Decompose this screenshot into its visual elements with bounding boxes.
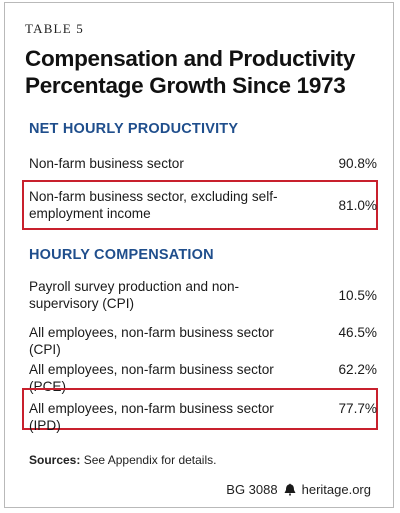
liberty-bell-icon (284, 483, 296, 496)
row-label: Non-farm business sector (29, 156, 184, 171)
row-value: 81.0% (338, 198, 377, 213)
sources-note: Sources: See Appendix for details. (29, 453, 216, 467)
section-heading-compensation: HOURLY COMPENSATION (29, 247, 214, 263)
row-value: 77.7% (338, 401, 377, 416)
sources-label: Sources: (29, 453, 81, 467)
row-value: 62.2% (338, 362, 377, 377)
row-value: 90.8% (338, 156, 377, 171)
row-label: Non-farm business sector, excluding self… (29, 189, 278, 221)
highlight-box (22, 388, 378, 430)
section-heading-productivity: NET HOURLY PRODUCTIVITY (29, 121, 239, 137)
table-title-line2: Percentage Growth Since 1973 (25, 73, 346, 98)
row-label: Payroll survey production and non-superv… (29, 279, 240, 311)
footer: BG 3088 heritage.org (226, 482, 371, 497)
highlight-box (22, 180, 378, 230)
table-title: Compensation and Productivity Percentage… (25, 45, 385, 99)
row-value: 46.5% (338, 325, 377, 340)
row-value: 10.5% (338, 288, 377, 303)
footer-code: BG 3088 (226, 482, 278, 497)
footer-site: heritage.org (301, 482, 371, 497)
table-card: TABLE 5 Compensation and Productivity Pe… (4, 2, 394, 508)
sources-text: See Appendix for details. (83, 453, 217, 467)
table-title-line1: Compensation and Productivity (25, 46, 356, 71)
table-label: TABLE 5 (25, 21, 84, 36)
row-label: All employees, non-farm business sector … (29, 401, 274, 433)
row-label: All employees, non-farm business sector … (29, 325, 274, 357)
row-label: All employees, non-farm business sector … (29, 362, 274, 394)
